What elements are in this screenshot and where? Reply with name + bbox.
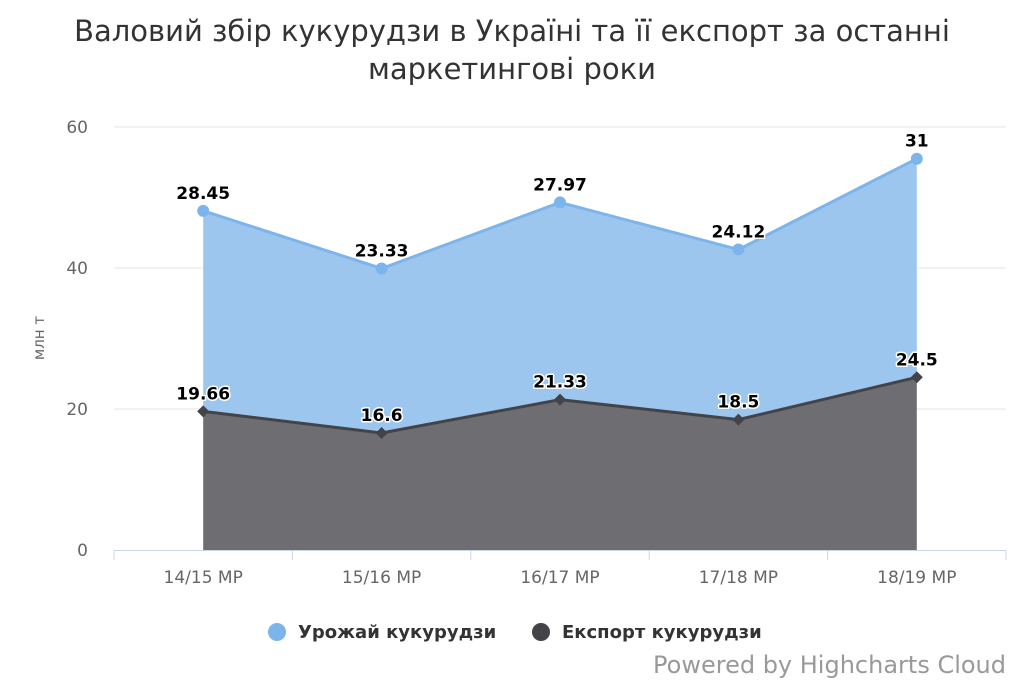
point-harvest[interactable] bbox=[375, 262, 388, 275]
chart-title-line-2: маркетингові роки bbox=[368, 52, 656, 86]
legend-marker-harvest bbox=[268, 623, 286, 641]
point-harvest[interactable] bbox=[910, 152, 923, 165]
point-harvest[interactable] bbox=[197, 204, 210, 217]
point-export[interactable] bbox=[910, 371, 923, 384]
series-markers[interactable] bbox=[197, 152, 923, 439]
legend-marker-export bbox=[532, 623, 550, 641]
x-tick-label: 17/18 МР bbox=[699, 568, 778, 588]
x-tick-label: 14/15 МР bbox=[164, 568, 243, 588]
point-export[interactable] bbox=[554, 393, 566, 406]
y-tick-label: 60 bbox=[66, 118, 88, 138]
legend-item-export[interactable]: Експорт кукурудзи bbox=[532, 622, 762, 643]
plot-areas bbox=[203, 158, 917, 550]
legend-item-harvest[interactable]: Урожай кукурудзи bbox=[268, 622, 496, 643]
y-tick-label: 20 bbox=[66, 400, 88, 420]
point-export[interactable] bbox=[197, 405, 210, 418]
y-tick-label: 0 bbox=[77, 541, 88, 561]
point-export[interactable] bbox=[375, 426, 388, 439]
point-harvest[interactable] bbox=[732, 243, 745, 256]
x-tick-label: 18/19 МР bbox=[877, 568, 956, 588]
data-label-harvest: 23.33 bbox=[355, 241, 409, 261]
legend-label-harvest[interactable]: Урожай кукурудзи bbox=[298, 622, 496, 643]
data-label-harvest: 31 bbox=[905, 132, 929, 152]
data-label-export: 18.5 bbox=[717, 393, 759, 413]
data-label-export: 21.33 bbox=[533, 373, 587, 393]
x-tick-label: 16/17 МР bbox=[520, 568, 599, 588]
data-label-export: 19.66 bbox=[176, 384, 230, 404]
data-label-harvest: 27.97 bbox=[533, 175, 587, 195]
chart-title-line-1: Валовий збір кукурудзи в Україні та її е… bbox=[74, 14, 950, 48]
area-harvest bbox=[203, 158, 917, 433]
data-label-export: 16.6 bbox=[361, 406, 403, 426]
data-labels: 28.45 23.33 27.97 24.12 31 19.66 16.6 21.33 18.5… bbox=[175, 130, 939, 427]
axes: 0 20 40 60 14/15 МР 15/16 МР 16/17 МР 17/18 МР 1… bbox=[66, 118, 1007, 588]
y-tick-label: 40 bbox=[66, 259, 88, 279]
data-label-harvest: 28.45 bbox=[176, 184, 230, 204]
point-harvest[interactable] bbox=[554, 196, 566, 209]
x-tick-label: 15/16 МР bbox=[342, 568, 421, 588]
credits-link[interactable]: Powered by Highcharts Cloud bbox=[653, 651, 1006, 679]
legend[interactable]: Урожай кукурудзи Експорт кукурудзи bbox=[268, 622, 762, 643]
point-export[interactable] bbox=[732, 413, 745, 426]
y-axis-title: млн т bbox=[30, 316, 48, 360]
data-label-harvest: 24.12 bbox=[712, 223, 766, 243]
legend-label-export[interactable]: Експорт кукурудзи bbox=[562, 622, 762, 643]
data-label-export: 24.5 bbox=[896, 350, 938, 370]
